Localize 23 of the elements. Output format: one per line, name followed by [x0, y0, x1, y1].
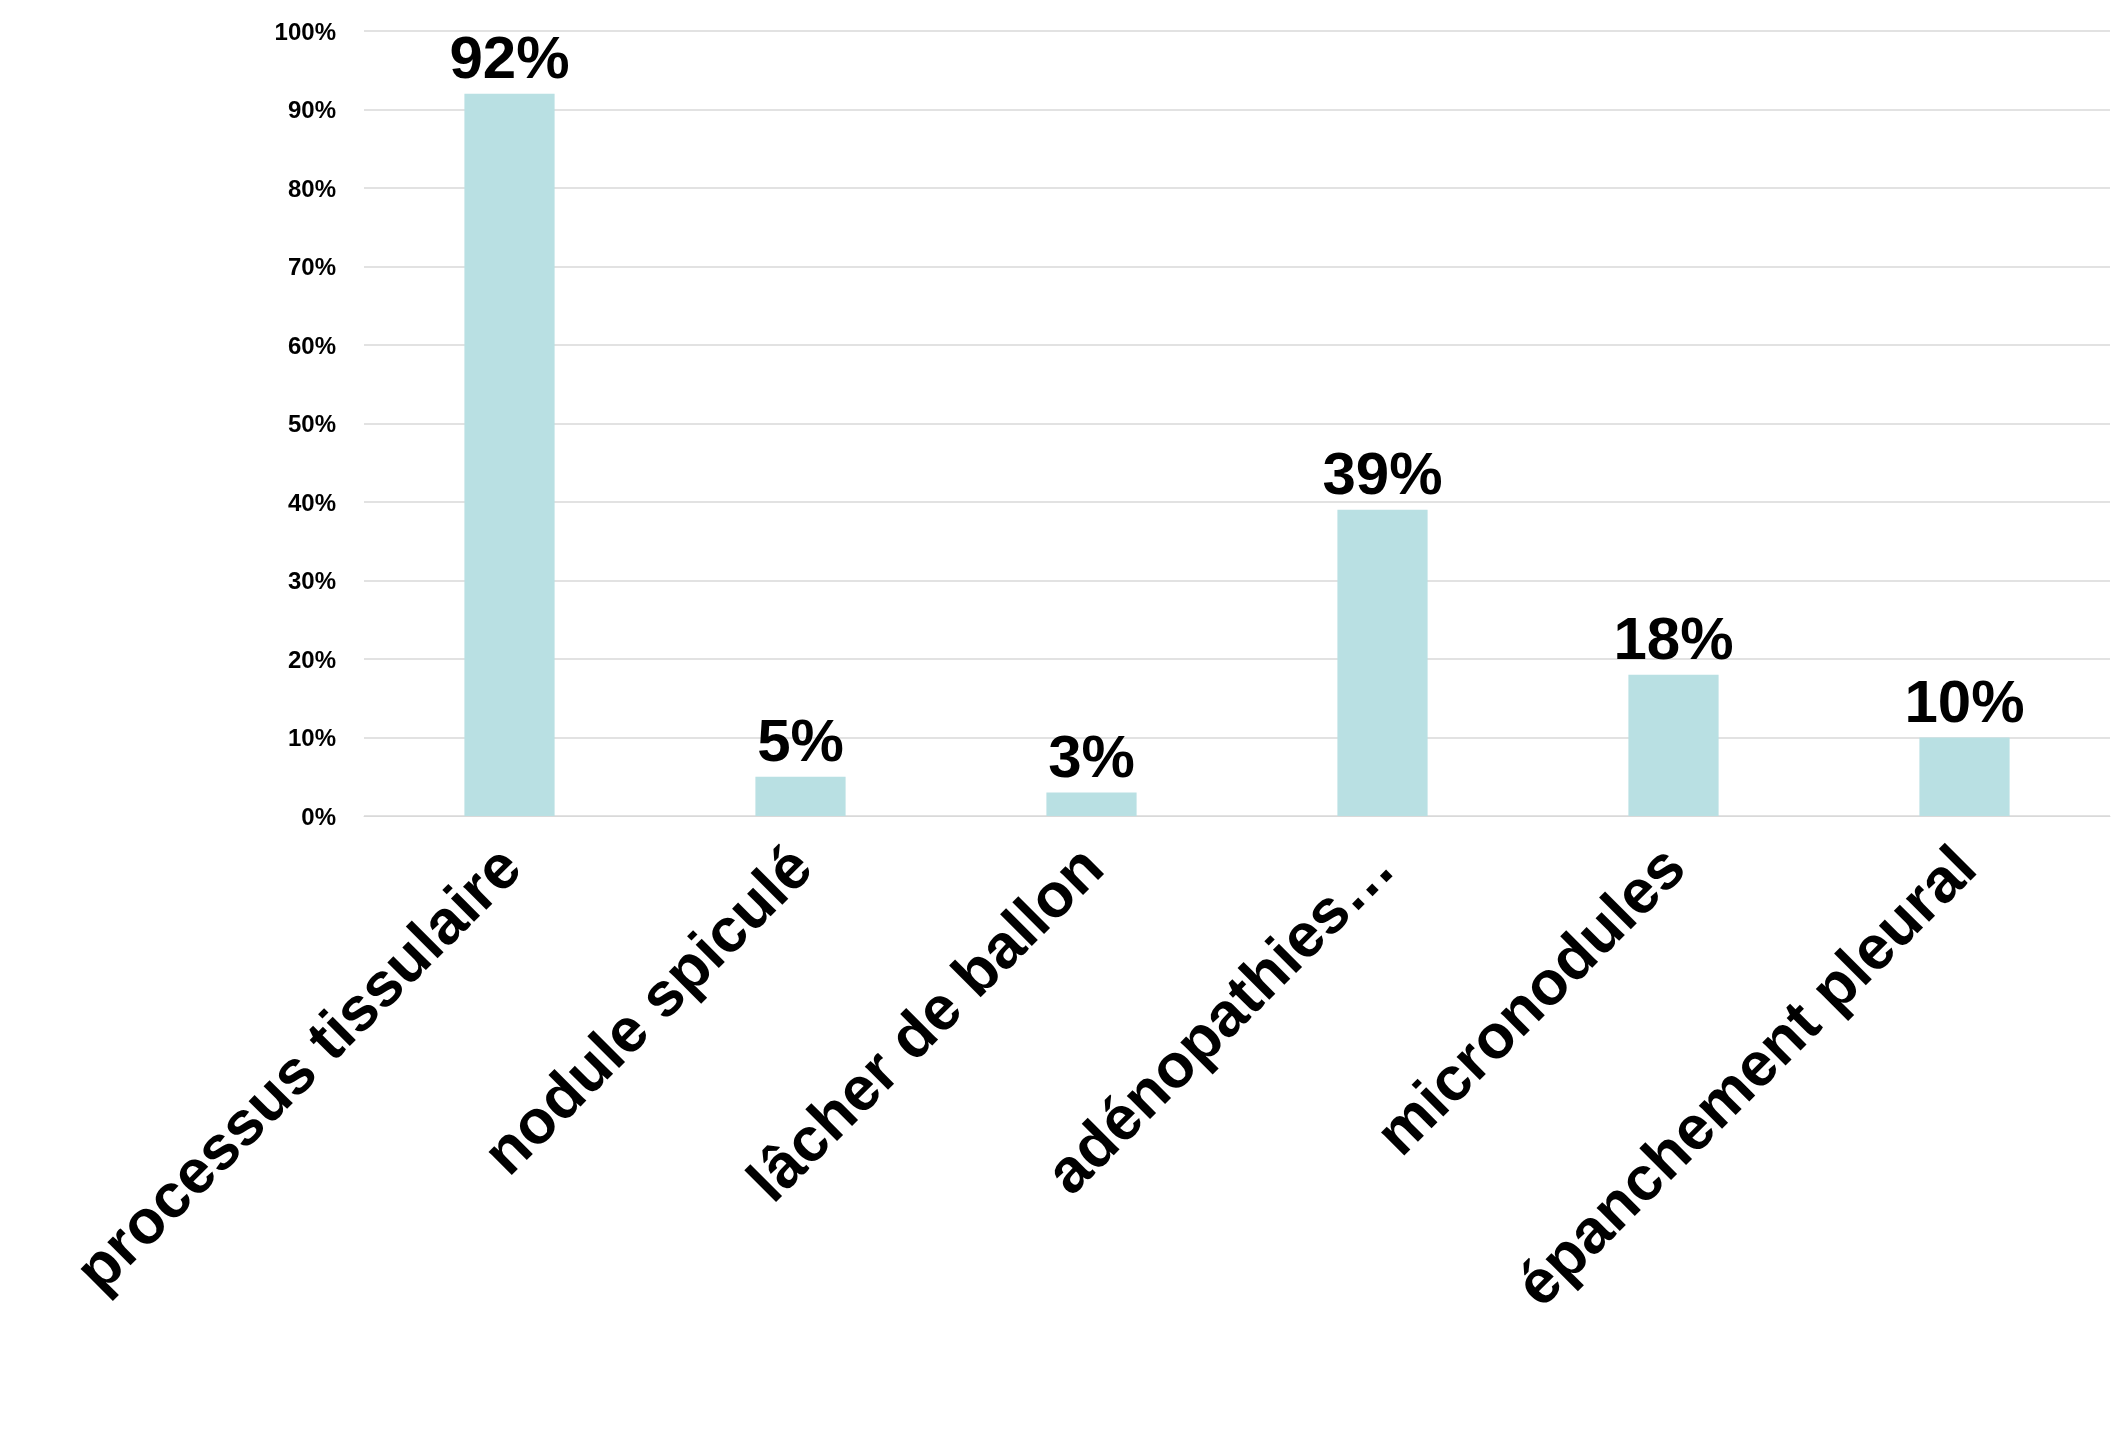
data-label: 18%	[1613, 605, 1734, 673]
data-label: 39%	[1322, 440, 1443, 508]
data-label: 5%	[757, 707, 844, 775]
bar	[1628, 674, 1719, 816]
y-tick-label: 50%	[287, 410, 336, 437]
y-tick-label: 30%	[287, 567, 336, 594]
data-label: 3%	[1048, 722, 1135, 790]
bar	[1337, 509, 1428, 816]
y-tick-label: 10%	[287, 724, 336, 751]
y-tick-label: 80%	[287, 174, 336, 202]
y-tick-label: 20%	[287, 645, 336, 673]
bar	[1046, 792, 1137, 816]
y-tick-label: 70%	[287, 253, 336, 280]
y-tick-label: 60%	[287, 331, 336, 359]
y-tick-label: 40%	[287, 488, 336, 516]
bar	[755, 776, 846, 816]
y-tick-label: 100%	[274, 17, 336, 45]
data-label: 92%	[449, 24, 570, 92]
bar	[1919, 737, 2010, 816]
y-tick-label: 90%	[287, 96, 336, 123]
y-tick-label: 0%	[301, 802, 336, 830]
bar	[464, 93, 555, 816]
data-label: 10%	[1904, 668, 2025, 735]
